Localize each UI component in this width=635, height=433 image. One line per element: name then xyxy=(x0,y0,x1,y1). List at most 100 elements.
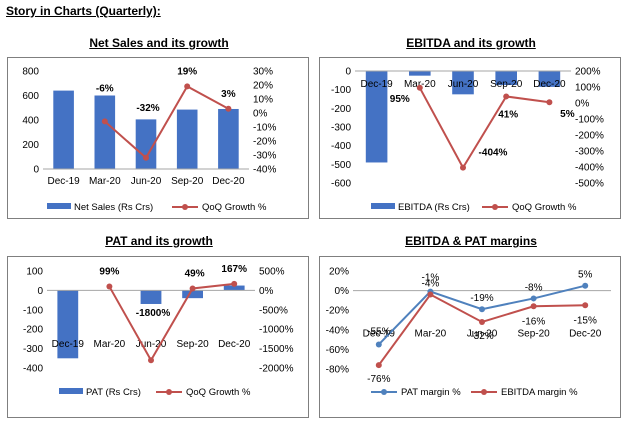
margins-chart: -80% -60% -40% -20% 0% 20% Dec-19 Mar-20 Jun-20 S… xyxy=(319,256,621,418)
x-tick-label: Dec-20 xyxy=(218,339,251,350)
y-tick-label: -20% xyxy=(326,306,349,317)
legend-label: EBITDA margin % xyxy=(501,387,578,398)
data-label: -32% xyxy=(136,103,159,114)
legend-label: QoQ Growth % xyxy=(202,202,267,213)
y2-tick-label: -10% xyxy=(253,123,276,134)
y2-tick-label: 0% xyxy=(259,286,274,297)
y2-tick-label: -200% xyxy=(575,131,604,142)
data-label: -19% xyxy=(470,293,493,304)
x-tick-label: Sep-20 xyxy=(176,339,209,350)
line-point xyxy=(375,362,382,369)
data-label: 5% xyxy=(560,109,575,120)
y2-tick-label: -100% xyxy=(575,115,604,126)
x-tick-label: Sep-20 xyxy=(490,79,523,90)
chart-frame xyxy=(319,256,621,418)
y2-tick-label: 100% xyxy=(575,83,601,94)
bar xyxy=(140,290,162,304)
legend-swatch xyxy=(59,388,83,394)
data-label: -15% xyxy=(574,315,597,326)
y2-tick-label: 500% xyxy=(259,267,285,278)
x-tick-label: Mar-20 xyxy=(89,176,121,187)
x-tick-label: Dec-19 xyxy=(47,176,80,187)
line-point xyxy=(184,83,191,90)
line-point xyxy=(148,357,154,364)
x-tick-label: Jun-20 xyxy=(136,339,167,350)
y-tick-label: 100 xyxy=(26,267,43,278)
y-tick-label: 600 xyxy=(22,91,39,102)
x-tick-label: Jun-20 xyxy=(467,329,498,340)
y2-tick-label: 200% xyxy=(575,67,601,78)
bar xyxy=(53,90,74,169)
ebitda-chart: -600 -500 -400 -300 -200 -100 0 -500% -400% -300%… xyxy=(319,57,621,219)
y2-tick-label: -40% xyxy=(253,165,276,176)
x-tick-label: Dec-19 xyxy=(363,329,396,340)
data-label: -4% xyxy=(422,279,440,290)
legend-marker xyxy=(481,389,487,395)
y2-tick-label: -500% xyxy=(575,179,604,190)
x-tick-label: Jun-20 xyxy=(448,79,479,90)
x-tick-label: Dec-19 xyxy=(360,79,393,90)
x-tick-label: Dec-19 xyxy=(52,339,85,350)
data-label: -404% xyxy=(479,148,508,159)
data-label: -76% xyxy=(367,374,390,385)
chart-title-ebitda: EBITDA and its growth xyxy=(406,36,536,50)
x-tick-label: Sep-20 xyxy=(517,329,550,340)
y2-tick-label: -500% xyxy=(259,305,288,316)
data-label: -1800% xyxy=(136,308,171,319)
data-label: 95% xyxy=(390,94,410,105)
legend-swatch xyxy=(47,203,71,209)
data-label: -55% xyxy=(367,327,390,338)
y2-tick-label: 0% xyxy=(575,99,590,110)
y2-tick-label: -300% xyxy=(575,147,604,158)
data-label: -6% xyxy=(96,83,114,94)
y-tick-label: -80% xyxy=(326,365,349,376)
legend-label: EBITDA (Rs Crs) xyxy=(398,202,470,213)
data-label: -8% xyxy=(525,282,543,293)
x-tick-label: Mar-20 xyxy=(94,339,126,350)
line-point xyxy=(530,295,537,302)
y-tick-label: 0% xyxy=(335,286,350,297)
y-tick-label: -400 xyxy=(23,364,43,375)
line-point xyxy=(582,302,589,309)
data-label: -1% xyxy=(422,273,440,284)
y-tick-label: -200 xyxy=(331,104,351,115)
line-point xyxy=(225,105,232,112)
y-tick-label: -300 xyxy=(23,344,43,355)
data-label: 41% xyxy=(498,109,518,120)
y2-tick-label: -1500% xyxy=(259,344,294,355)
y-tick-label: -100 xyxy=(23,305,43,316)
y-tick-label: -300 xyxy=(331,123,351,134)
legend-label: Net Sales (Rs Crs) xyxy=(74,202,153,213)
y-tick-label: -60% xyxy=(326,345,349,356)
data-label: -16% xyxy=(522,316,545,327)
data-label: 167% xyxy=(221,264,247,275)
legend-marker xyxy=(182,204,188,210)
legend-marker xyxy=(166,389,172,395)
x-tick-label: Mar-20 xyxy=(415,329,447,340)
y2-tick-label: 0% xyxy=(253,109,268,120)
legend-marker xyxy=(381,389,387,395)
line-point xyxy=(479,318,485,325)
line-point xyxy=(101,118,108,125)
bar xyxy=(452,71,474,95)
line-point xyxy=(189,285,196,292)
y2-tick-label: -1000% xyxy=(259,325,294,336)
line-point xyxy=(375,341,382,348)
data-label: 99% xyxy=(99,267,119,278)
bar xyxy=(135,119,157,169)
y-tick-label: 0 xyxy=(33,165,39,176)
y-tick-label: 400 xyxy=(22,116,39,127)
chart-title-net-sales: Net Sales and its growth xyxy=(89,36,229,50)
legend-swatch xyxy=(371,203,395,209)
bar xyxy=(94,95,116,169)
growth-line xyxy=(104,85,229,160)
data-label: 19% xyxy=(177,66,197,77)
chart-frame xyxy=(7,256,309,418)
y-tick-label: 800 xyxy=(22,67,39,78)
data-label: 5% xyxy=(578,270,593,281)
legend-label: QoQ Growth % xyxy=(186,387,251,398)
bar xyxy=(538,71,561,87)
growth-line xyxy=(108,282,235,363)
data-label: -32% xyxy=(470,331,493,342)
line-point xyxy=(530,303,537,310)
